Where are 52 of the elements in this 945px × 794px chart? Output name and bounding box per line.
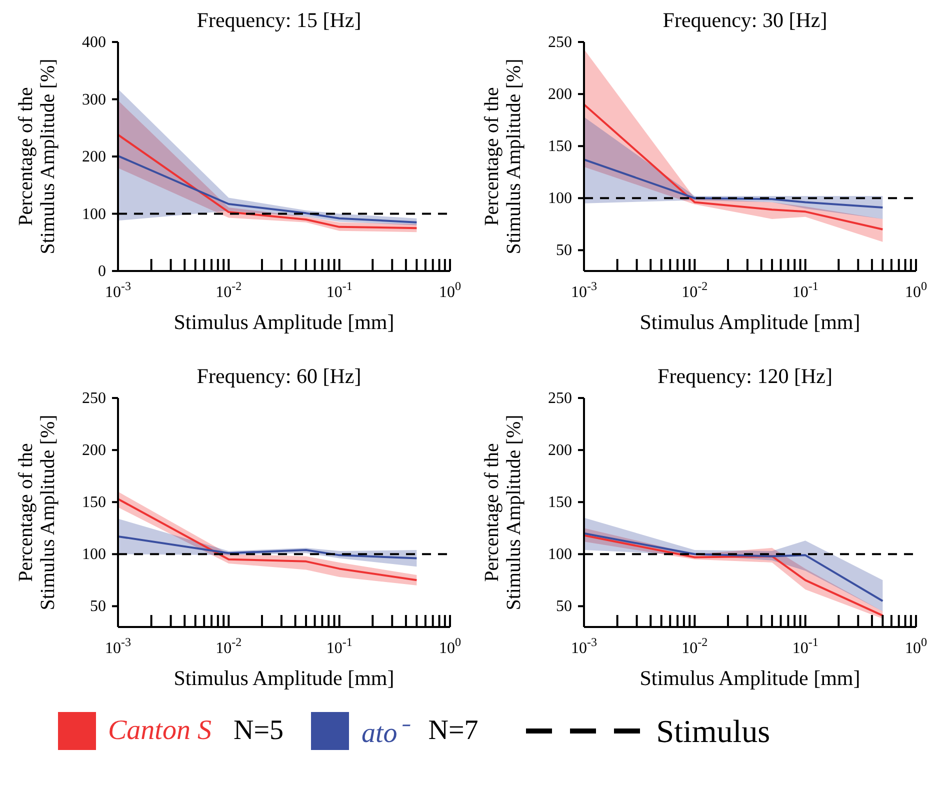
x-tick-label: 10$^{-3}$: [105, 635, 131, 657]
y-tick-label: 200: [548, 86, 572, 104]
y-tick-label: 200: [82, 442, 106, 460]
y-tick-label: 250: [548, 390, 572, 407]
y-tick-label: 100: [82, 546, 106, 564]
chart-title: Frequency: 60 [Hz]: [196, 364, 362, 390]
x-tick-label: 10$^{-2}$: [682, 279, 708, 301]
y-axis-title: Percentage of the Stimulus Amplitude [%]: [481, 414, 525, 610]
y-tick-label: 100: [548, 190, 572, 208]
chart-title: Frequency: 120 [Hz]: [656, 364, 834, 390]
y-tick-label: 150: [548, 494, 572, 512]
x-tick-label: 10$^{-2}$: [216, 635, 242, 657]
x-tick-label: 10$^{0}$: [439, 635, 461, 657]
x-tick-label: 10$^{0}$: [905, 279, 927, 301]
x-tick-label: 10$^{-1}$: [326, 279, 352, 301]
chart-title: Frequency: 15 [Hz]: [196, 8, 362, 34]
y-axis-title: Percentage of the Stimulus Amplitude [%]: [15, 414, 59, 610]
y-tick-label: 150: [548, 138, 572, 156]
x-axis-title: Stimulus Amplitude [mm]: [640, 666, 860, 690]
x-tick-label: 10$^{-2}$: [216, 279, 242, 301]
y-tick-label: 0: [98, 263, 106, 280]
legend-label: Canton S: [108, 715, 212, 747]
x-axis-title: Stimulus Amplitude [mm]: [174, 666, 394, 690]
x-axis-title: Stimulus Amplitude [mm]: [174, 310, 394, 334]
y-tick-label: 50: [90, 598, 106, 616]
y-tick-label: 200: [82, 148, 106, 166]
y-tick-label: 50: [556, 598, 572, 616]
y-tick-label: 100: [548, 546, 572, 564]
y-tick-label: 400: [82, 34, 106, 51]
y-tick-label: 300: [82, 91, 106, 108]
y-tick-label: 100: [82, 206, 106, 223]
text: N=5: [233, 715, 284, 747]
x-tick-label: 10$^{0}$: [439, 279, 461, 301]
x-axis-title: Stimulus Amplitude [mm]: [640, 310, 860, 334]
chart-title: Frequency: 30 [Hz]: [662, 8, 828, 34]
x-tick-label: 10$^{-1}$: [326, 635, 352, 657]
y-axis-title: Percentage of the Stimulus Amplitude [%]: [15, 58, 59, 254]
x-tick-label: 10$^{-3}$: [105, 279, 131, 301]
y-tick-label: 50: [556, 242, 572, 260]
y-tick-label: 250: [548, 34, 572, 51]
x-tick-label: 10$^{0}$: [905, 635, 927, 657]
x-tick-label: 10$^{-3}$: [571, 279, 597, 301]
y-tick-label: 250: [82, 390, 106, 407]
y-tick-label: 200: [548, 442, 572, 460]
text: N=7: [428, 715, 478, 747]
y-tick-label: 150: [82, 494, 106, 512]
legend-label: Stimulus: [656, 712, 770, 750]
x-tick-label: 10$^{-1}$: [792, 635, 818, 657]
x-tick-label: 10$^{-1}$: [792, 279, 818, 301]
x-tick-label: 10$^{-3}$: [571, 635, 597, 657]
x-tick-label: 10$^{-2}$: [682, 635, 708, 657]
y-axis-title: Percentage of the Stimulus Amplitude [%]: [481, 58, 525, 254]
